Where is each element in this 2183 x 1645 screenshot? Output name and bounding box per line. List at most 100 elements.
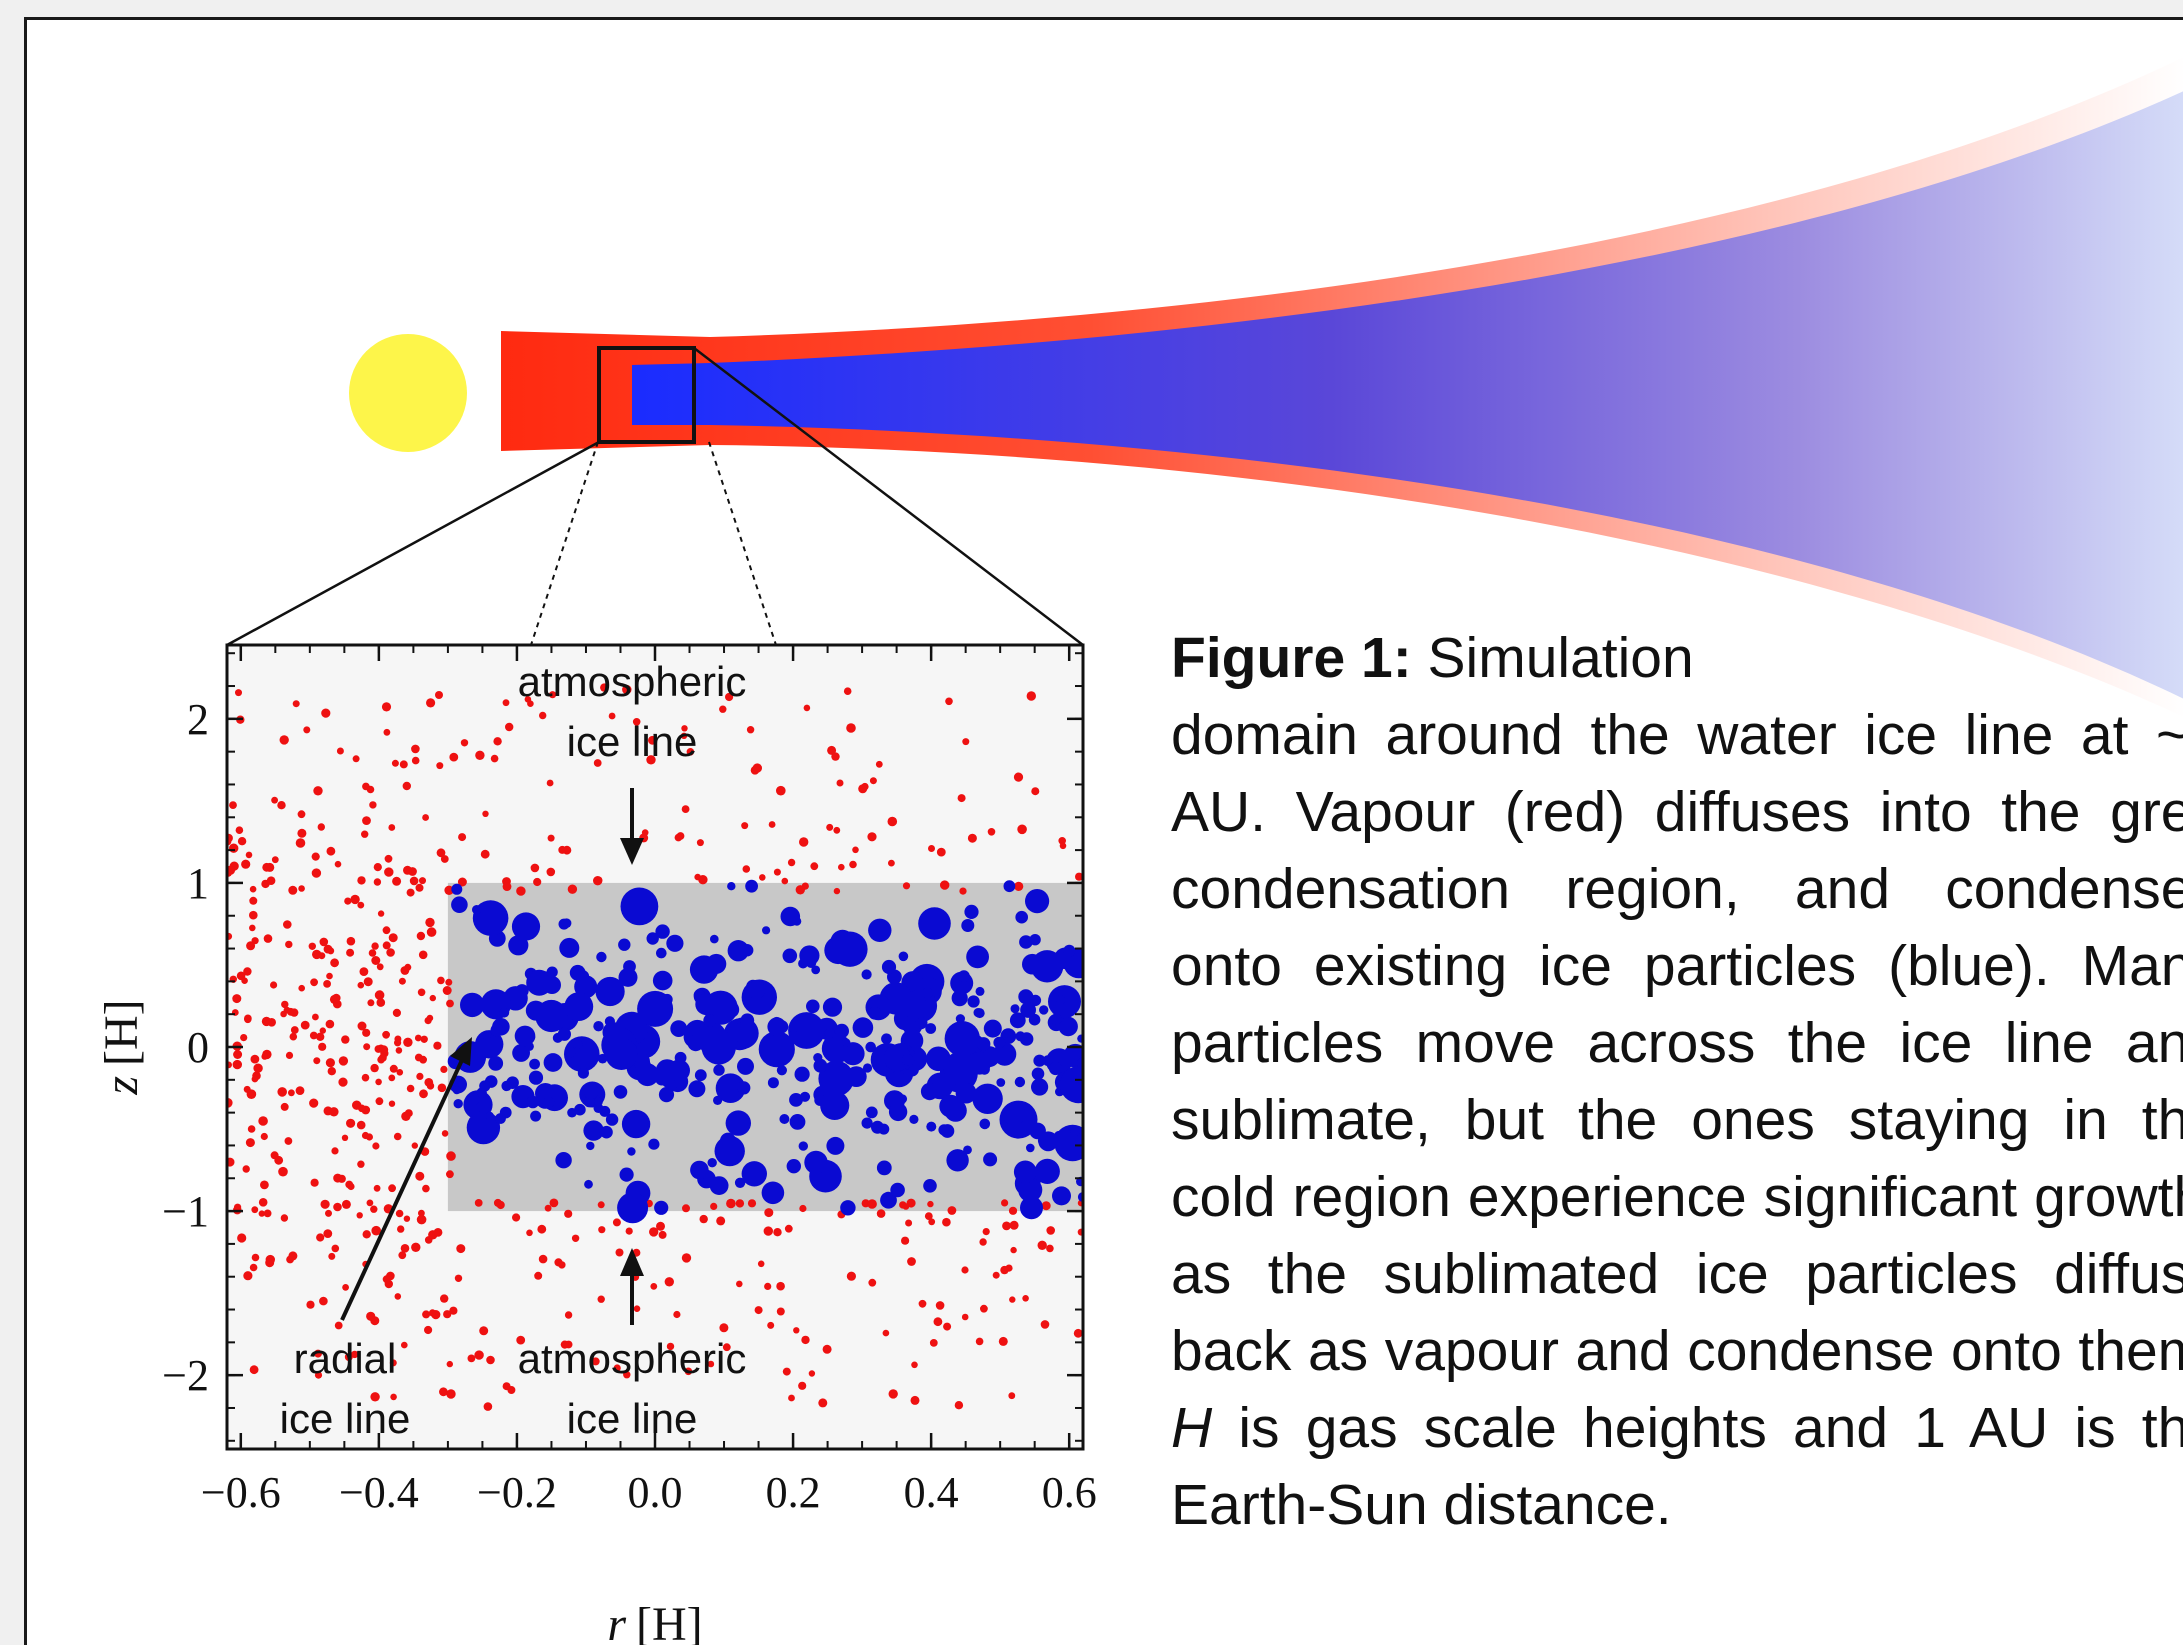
ice-particle <box>584 1179 593 1189</box>
vapour-particle <box>402 781 411 791</box>
vapour-particle <box>439 1387 448 1397</box>
vapour-particle <box>1008 1392 1016 1400</box>
vapour-particle <box>1009 1220 1019 1230</box>
ice-particle <box>577 1067 590 1079</box>
ice-particle <box>789 1093 803 1107</box>
ice-particle <box>689 955 719 984</box>
vapour-particle <box>356 1120 366 1130</box>
ice-particle <box>966 945 989 969</box>
vapour-particle <box>649 1227 659 1237</box>
vapour-particle <box>910 1395 920 1405</box>
vapour-particle <box>295 838 306 848</box>
vapour-particle <box>493 737 502 746</box>
vapour-particle <box>285 1051 294 1059</box>
vapour-particle <box>241 859 251 869</box>
vapour-particle <box>726 1198 736 1209</box>
ice-particle <box>747 980 766 1000</box>
vapour-particle <box>310 1178 319 1187</box>
vapour-particle <box>591 1357 600 1366</box>
vapour-particle <box>526 1229 533 1237</box>
vapour-particle <box>370 1392 380 1402</box>
vapour-particle <box>227 865 236 875</box>
ice-particle <box>542 1096 555 1109</box>
vapour-particle <box>318 1042 327 1051</box>
vapour-particle <box>361 830 369 838</box>
vapour-particle <box>388 1074 396 1082</box>
vapour-particle <box>868 1278 877 1287</box>
vapour-particle <box>759 874 766 881</box>
ice-particle <box>646 932 659 945</box>
vapour-particle <box>310 978 318 987</box>
vapour-particle <box>928 1218 936 1226</box>
ice-particle <box>666 934 684 952</box>
vapour-particle <box>437 1083 447 1093</box>
ice-particle <box>564 992 594 1021</box>
vapour-particle <box>479 1326 489 1336</box>
vapour-particle <box>333 1173 343 1183</box>
ice-particle <box>574 1103 586 1116</box>
ice-particle <box>526 1095 540 1109</box>
ice-particle <box>613 1085 628 1099</box>
vapour-particle <box>401 1341 408 1349</box>
vapour-particle <box>719 1323 729 1333</box>
vapour-particle <box>633 1305 641 1312</box>
ice-particle <box>824 1027 835 1039</box>
ice-particle <box>710 934 719 944</box>
vapour-particle <box>899 1201 907 1209</box>
ice-particle <box>559 937 580 958</box>
vapour-particle <box>419 877 426 885</box>
caption-h-symbol: H <box>1171 1396 1213 1460</box>
vapour-particle <box>332 993 341 1003</box>
vapour-particle <box>369 801 377 809</box>
vapour-particle <box>918 1299 927 1308</box>
vapour-particle <box>312 949 322 960</box>
vapour-particle <box>564 1209 573 1218</box>
ice-particle <box>583 1084 599 1099</box>
ice-particle <box>652 970 673 991</box>
vapour-particle <box>244 1014 252 1023</box>
vapour-particle <box>235 826 244 834</box>
vapour-particle <box>334 1321 343 1330</box>
ice-particle <box>593 1103 604 1113</box>
vapour-particle <box>943 1322 952 1331</box>
vapour-particle <box>249 1365 259 1375</box>
vapour-particle <box>237 1233 247 1243</box>
ice-particle <box>526 969 553 996</box>
vapour-particle <box>426 698 436 708</box>
vapour-particle <box>957 794 966 803</box>
ice-particle <box>1025 889 1050 914</box>
ice-particle <box>593 1021 604 1032</box>
vapour-particle <box>1017 824 1027 835</box>
vapour-particle <box>441 1130 449 1137</box>
ice-particle <box>776 1065 788 1076</box>
vapour-particle <box>295 1086 305 1095</box>
vapour-particle <box>325 1209 332 1217</box>
vapour-particle <box>344 897 352 905</box>
ice-particle <box>1019 935 1033 949</box>
vapour-particle <box>319 1296 328 1306</box>
vapour-particle <box>788 1394 795 1402</box>
vapour-particle <box>361 1131 370 1140</box>
vapour-particle <box>446 999 454 1008</box>
x-tick-label: 0.6 <box>1042 1468 1097 1517</box>
vapour-particle <box>664 1277 674 1287</box>
ice-particle <box>884 1044 911 1072</box>
vapour-particle <box>289 1032 298 1041</box>
ice-particle <box>451 896 468 913</box>
ice-particle <box>1039 1005 1049 1015</box>
vapour-particle <box>417 988 426 997</box>
vapour-particle <box>680 732 688 739</box>
vapour-particle <box>801 1335 810 1345</box>
vapour-particle <box>406 1084 415 1093</box>
vapour-particle <box>313 1057 321 1065</box>
disk-ice-region <box>632 91 2183 699</box>
vapour-particle <box>263 934 273 943</box>
ice-particle <box>619 1167 634 1182</box>
caption-text: domain around the water ice line at ~3 A… <box>1171 703 2183 1383</box>
vapour-particle <box>615 1248 624 1257</box>
vapour-particle <box>1014 881 1024 892</box>
ice-particle <box>658 1087 675 1103</box>
ice-particle <box>654 1200 669 1215</box>
vapour-particle <box>1073 1328 1083 1338</box>
ice-particle <box>1059 1066 1083 1104</box>
